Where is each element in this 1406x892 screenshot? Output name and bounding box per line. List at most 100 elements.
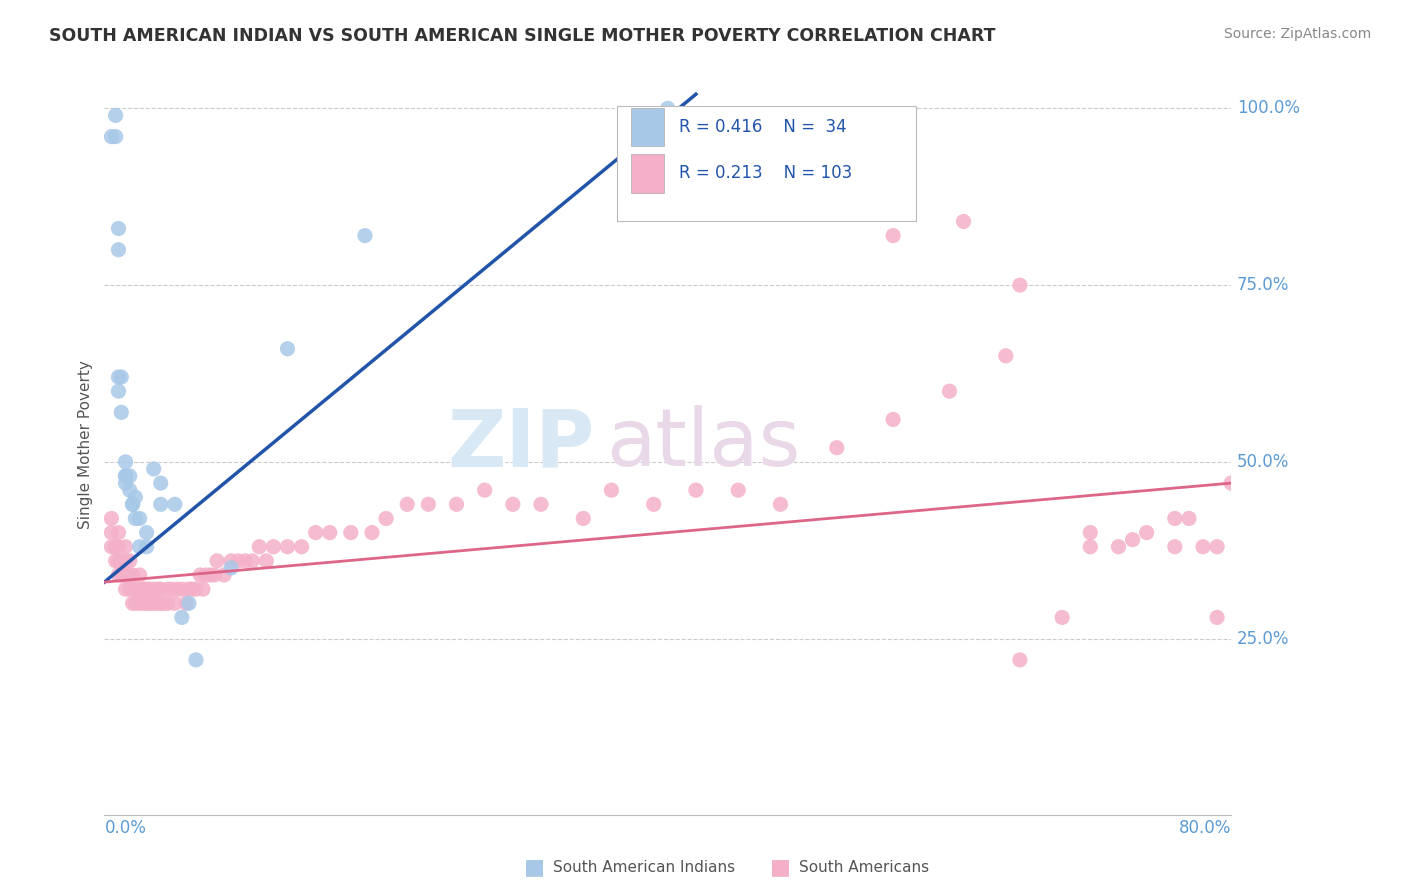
Point	[107, 221, 129, 235]
Point	[138, 596, 160, 610]
Point	[685, 483, 707, 498]
Point	[135, 525, 157, 540]
Point	[657, 101, 679, 115]
Point	[319, 525, 342, 540]
Point	[132, 596, 155, 610]
Point	[128, 540, 150, 554]
Point	[1136, 525, 1159, 540]
Point	[1008, 278, 1031, 293]
Point	[188, 568, 211, 582]
Point	[118, 582, 141, 596]
Point	[769, 497, 792, 511]
Point	[572, 511, 595, 525]
Point	[114, 469, 136, 483]
Point	[149, 582, 172, 596]
Point	[132, 582, 155, 596]
Point	[124, 490, 146, 504]
Point	[118, 483, 141, 498]
Point	[128, 511, 150, 525]
Text: 75.0%: 75.0%	[1237, 277, 1289, 294]
Point	[107, 554, 129, 568]
Point	[219, 554, 242, 568]
Point	[262, 540, 284, 554]
Text: 25.0%: 25.0%	[1237, 630, 1289, 648]
Point	[156, 596, 179, 610]
Point	[121, 568, 143, 582]
Point	[290, 540, 312, 554]
Point	[121, 582, 143, 596]
Point	[114, 582, 136, 596]
Point	[530, 497, 553, 511]
Text: Source: ZipAtlas.com: Source: ZipAtlas.com	[1223, 27, 1371, 41]
Point	[205, 554, 228, 568]
Text: R = 0.213    N = 103: R = 0.213 N = 103	[679, 164, 852, 182]
Point	[114, 476, 136, 491]
Point	[191, 582, 214, 596]
Point	[170, 610, 193, 624]
Point	[474, 483, 496, 498]
Bar	[630, 154, 665, 193]
Text: 80.0%: 80.0%	[1178, 819, 1232, 837]
Point	[124, 582, 146, 596]
Point	[121, 497, 143, 511]
Text: South Americans: South Americans	[799, 860, 929, 874]
Point	[396, 497, 419, 511]
Point	[104, 108, 127, 122]
Point	[146, 582, 169, 596]
Point	[1206, 540, 1229, 554]
Point	[180, 582, 202, 596]
Point	[104, 554, 127, 568]
Point	[882, 412, 904, 426]
Point	[107, 525, 129, 540]
Text: 100.0%: 100.0%	[1237, 99, 1299, 118]
Point	[156, 582, 179, 596]
Point	[128, 582, 150, 596]
Point	[340, 525, 363, 540]
Y-axis label: Single Mother Poverty: Single Mother Poverty	[79, 359, 93, 529]
Point	[118, 554, 141, 568]
Point	[121, 497, 143, 511]
Point	[174, 596, 197, 610]
Point	[100, 540, 122, 554]
Point	[170, 582, 193, 596]
Point	[825, 441, 848, 455]
Point	[142, 462, 165, 476]
Point	[163, 497, 186, 511]
Point	[600, 483, 623, 498]
Point	[110, 554, 132, 568]
Point	[160, 582, 183, 596]
Point	[194, 568, 217, 582]
Point	[276, 540, 298, 554]
Text: ZIP: ZIP	[447, 405, 595, 483]
Point	[114, 554, 136, 568]
Point	[135, 596, 157, 610]
Point	[128, 568, 150, 582]
Point	[100, 129, 122, 144]
Point	[107, 384, 129, 399]
Point	[135, 540, 157, 554]
Point	[104, 129, 127, 144]
Bar	[630, 108, 665, 146]
Point	[1164, 511, 1187, 525]
Point	[212, 568, 235, 582]
Point	[219, 561, 242, 575]
Point	[1122, 533, 1144, 547]
Point	[114, 540, 136, 554]
Point	[418, 497, 440, 511]
Point	[1206, 610, 1229, 624]
Point	[184, 582, 207, 596]
Point	[107, 568, 129, 582]
Point	[354, 228, 377, 243]
Point	[727, 483, 749, 498]
Point	[247, 540, 270, 554]
Point	[1078, 525, 1101, 540]
Point	[142, 582, 165, 596]
Text: ■: ■	[524, 857, 544, 877]
Point	[104, 540, 127, 554]
Point	[114, 455, 136, 469]
Point	[1178, 511, 1201, 525]
Point	[166, 582, 188, 596]
Text: 50.0%: 50.0%	[1237, 453, 1289, 471]
Text: 0.0%: 0.0%	[104, 819, 146, 837]
Point	[121, 596, 143, 610]
